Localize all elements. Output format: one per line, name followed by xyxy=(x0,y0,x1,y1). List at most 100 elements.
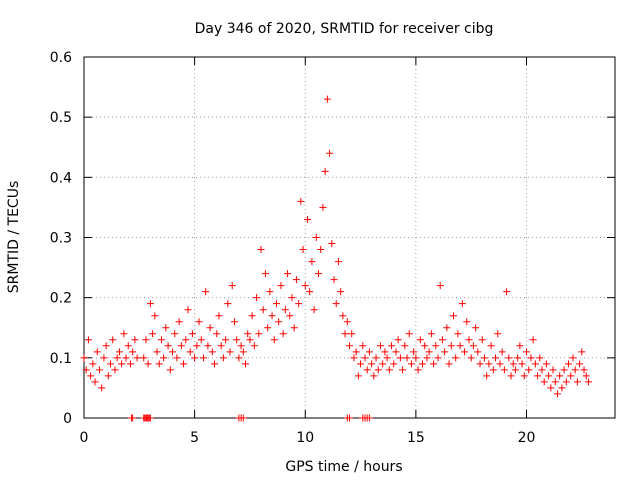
data-point xyxy=(365,348,373,356)
data-point xyxy=(381,348,389,356)
data-point xyxy=(467,354,475,362)
data-point xyxy=(496,360,504,368)
data-point xyxy=(118,360,126,368)
data-point xyxy=(157,336,165,344)
data-point xyxy=(425,348,433,356)
data-point xyxy=(445,360,453,368)
data-point xyxy=(567,372,575,380)
data-point xyxy=(250,342,258,350)
data-point xyxy=(239,414,247,422)
data-point xyxy=(580,366,588,374)
data-point xyxy=(149,330,157,338)
data-point xyxy=(142,336,150,344)
data-point xyxy=(534,372,542,380)
data-point xyxy=(312,234,320,241)
data-point xyxy=(259,306,267,314)
data-point xyxy=(306,288,314,296)
data-point xyxy=(80,354,88,362)
data-point xyxy=(146,414,154,422)
data-point xyxy=(383,354,391,362)
data-point xyxy=(264,324,272,332)
data-point xyxy=(140,354,148,362)
data-point xyxy=(571,366,579,374)
data-point xyxy=(474,348,482,356)
data-point xyxy=(222,336,230,344)
data-point xyxy=(160,354,168,362)
data-point xyxy=(144,360,152,368)
data-point xyxy=(385,366,393,374)
data-point xyxy=(310,306,318,314)
x-tick-label: 0 xyxy=(80,430,89,446)
y-tick-label: 0 xyxy=(63,411,72,427)
data-point xyxy=(290,324,298,332)
data-point xyxy=(173,354,181,362)
data-point xyxy=(523,348,530,356)
data-point xyxy=(545,372,553,380)
data-point xyxy=(478,336,486,344)
data-point xyxy=(529,336,537,344)
data-point xyxy=(423,354,431,362)
data-point xyxy=(95,366,103,374)
data-point xyxy=(261,270,269,278)
data-point xyxy=(348,330,356,338)
x-axis-label: GPS time / hours xyxy=(285,459,402,475)
data-point xyxy=(343,318,351,326)
data-point xyxy=(301,282,309,290)
data-point xyxy=(394,336,402,344)
data-point xyxy=(284,270,292,278)
y-tick-label: 0.1 xyxy=(50,351,72,367)
data-point xyxy=(326,149,334,157)
data-point xyxy=(507,372,515,380)
data-point xyxy=(361,354,369,362)
y-tick-label: 0.4 xyxy=(50,170,72,186)
data-point xyxy=(120,330,128,338)
data-point xyxy=(102,342,110,350)
data-point xyxy=(226,348,234,356)
data-point xyxy=(270,336,278,344)
data-point xyxy=(253,294,261,302)
data-point xyxy=(414,366,422,374)
data-point xyxy=(346,342,353,350)
data-point xyxy=(376,342,384,350)
data-point xyxy=(272,300,280,308)
x-tick-label: 20 xyxy=(518,430,536,446)
data-point xyxy=(447,342,455,350)
data-point xyxy=(368,360,376,368)
x-tick-label: 10 xyxy=(296,430,314,446)
data-point xyxy=(91,378,99,386)
data-point xyxy=(365,414,373,422)
data-point xyxy=(330,276,338,284)
data-point xyxy=(146,300,154,308)
data-point xyxy=(98,384,106,392)
data-point xyxy=(463,318,471,326)
data-point xyxy=(109,336,117,344)
data-point xyxy=(319,203,327,211)
y-tick-label: 0.3 xyxy=(50,231,72,247)
data-point xyxy=(434,354,442,362)
data-point xyxy=(182,336,190,344)
data-point xyxy=(538,366,546,374)
data-point xyxy=(584,378,592,386)
data-point xyxy=(171,330,179,338)
data-point xyxy=(288,294,296,302)
data-point xyxy=(193,342,201,350)
data-point xyxy=(202,288,210,296)
data-point xyxy=(412,354,420,362)
data-point xyxy=(476,360,484,368)
data-point xyxy=(374,366,382,374)
data-point xyxy=(441,348,449,356)
data-point xyxy=(257,246,265,254)
data-point xyxy=(162,324,170,332)
data-point xyxy=(454,330,462,338)
data-point xyxy=(126,360,134,368)
data-point xyxy=(525,366,533,374)
data-point xyxy=(93,348,101,356)
data-point xyxy=(432,342,440,350)
data-point xyxy=(206,324,214,332)
data-point xyxy=(248,312,256,320)
data-point xyxy=(295,300,303,308)
x-tick-label: 5 xyxy=(190,430,199,446)
data-point xyxy=(401,342,409,350)
data-point xyxy=(536,354,544,362)
